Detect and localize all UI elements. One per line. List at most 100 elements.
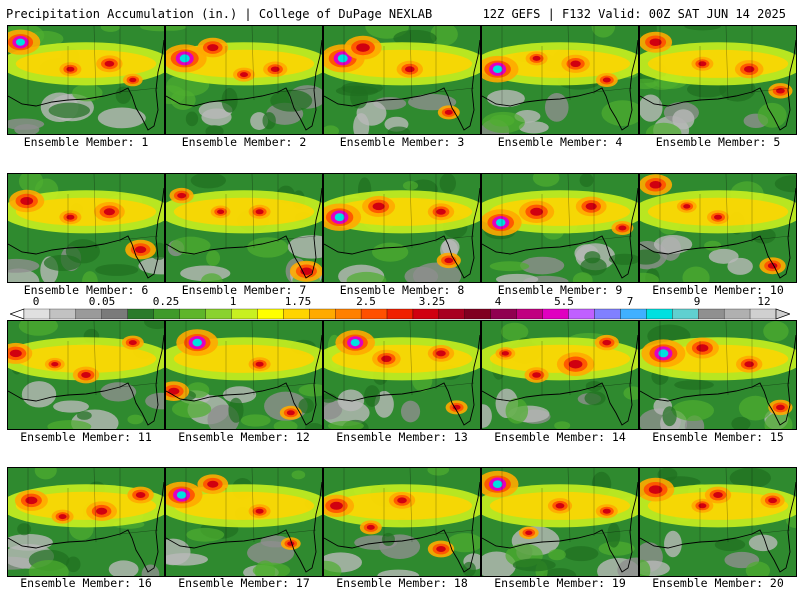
colorbar bbox=[10, 308, 790, 320]
colorbar-segment bbox=[698, 308, 725, 320]
colorbar-segment bbox=[620, 308, 647, 320]
ensemble-member-label: Ensemble Member: 10 bbox=[652, 283, 784, 297]
colorbar-segment bbox=[749, 308, 777, 320]
colorbar-segment bbox=[309, 308, 336, 320]
colorbar-segment bbox=[153, 308, 180, 320]
ensemble-member-label: Ensemble Member: 12 bbox=[178, 430, 310, 444]
precip-map bbox=[324, 26, 480, 134]
ensemble-panel-20 bbox=[639, 467, 797, 577]
precip-map bbox=[482, 321, 638, 429]
ensemble-panel-10 bbox=[639, 173, 797, 283]
ensemble-panel-13 bbox=[323, 320, 481, 430]
ensemble-member-label: Ensemble Member: 20 bbox=[652, 576, 784, 590]
run-info: 12Z GEFS | F132 Valid: 00Z SAT JUN 14 20… bbox=[482, 7, 786, 21]
colorbar-tick-label: 2.5 bbox=[356, 295, 376, 308]
colorbar-segment bbox=[438, 308, 465, 320]
ensemble-member-label: Ensemble Member: 2 bbox=[181, 135, 307, 149]
precip-map bbox=[640, 174, 796, 282]
precip-map bbox=[166, 468, 322, 576]
ensemble-panel-2 bbox=[165, 25, 323, 135]
ensemble-panel-9 bbox=[481, 173, 639, 283]
ensemble-panel-3 bbox=[323, 25, 481, 135]
ensemble-panel-18 bbox=[323, 467, 481, 577]
ensemble-member-label: Ensemble Member: 4 bbox=[497, 135, 623, 149]
colorbar-segment bbox=[568, 308, 595, 320]
precip-map bbox=[640, 321, 796, 429]
ensemble-panel-7 bbox=[165, 173, 323, 283]
ensemble-member-label: Ensemble Member: 7 bbox=[181, 283, 307, 297]
colorbar-segment bbox=[335, 308, 362, 320]
colorbar-segment bbox=[205, 308, 232, 320]
colorbar-segment bbox=[231, 308, 258, 320]
ensemble-panel-1 bbox=[7, 25, 165, 135]
ensemble-member-label: Ensemble Member: 17 bbox=[178, 576, 310, 590]
precip-map bbox=[8, 321, 164, 429]
ensemble-member-label: Ensemble Member: 3 bbox=[339, 135, 465, 149]
precip-map bbox=[640, 26, 796, 134]
colorbar-tick-label: 1.75 bbox=[284, 295, 312, 308]
colorbar-tick-label: 1 bbox=[229, 295, 237, 308]
precip-map bbox=[166, 174, 322, 282]
colorbar-segment bbox=[179, 308, 206, 320]
colorbar-segment bbox=[542, 308, 569, 320]
ensemble-member-label: Ensemble Member: 15 bbox=[652, 430, 784, 444]
colorbar-segment bbox=[23, 308, 51, 320]
ensemble-panel-11 bbox=[7, 320, 165, 430]
ensemble-panel-17 bbox=[165, 467, 323, 577]
colorbar-segment bbox=[360, 308, 388, 320]
ensemble-panel-6 bbox=[7, 173, 165, 283]
ensemble-panel-8 bbox=[323, 173, 481, 283]
ensemble-member-label: Ensemble Member: 18 bbox=[336, 576, 468, 590]
precip-map bbox=[324, 174, 480, 282]
colorbar-segment bbox=[646, 308, 673, 320]
ensemble-panel-14 bbox=[481, 320, 639, 430]
colorbar-labels: 0 0.05 0.25 1 1.75 2.5 3.25 4 5.5 7 9 12 bbox=[0, 295, 800, 309]
colorbar-segment bbox=[490, 308, 517, 320]
precip-map bbox=[324, 321, 480, 429]
colorbar-tick-label: 0.05 bbox=[88, 295, 116, 308]
ensemble-member-label: Ensemble Member: 11 bbox=[20, 430, 152, 444]
colorbar-tick-label: 3.25 bbox=[418, 295, 446, 308]
colorbar-tick-label: 12 bbox=[757, 295, 771, 308]
ensemble-panel-19 bbox=[481, 467, 639, 577]
precip-map bbox=[482, 174, 638, 282]
precip-map bbox=[166, 26, 322, 134]
colorbar-tick-label: 0.25 bbox=[152, 295, 180, 308]
precip-map bbox=[482, 468, 638, 576]
colorbar-segment bbox=[516, 308, 543, 320]
colorbar-segment bbox=[412, 308, 440, 320]
colorbar-tick-label: 7 bbox=[626, 295, 634, 308]
colorbar-segment bbox=[386, 308, 414, 320]
colorbar-tick-label: 5.5 bbox=[554, 295, 574, 308]
ensemble-member-label: Ensemble Member: 1 bbox=[23, 135, 149, 149]
colorbar-segment bbox=[101, 308, 128, 320]
precip-map bbox=[166, 321, 322, 429]
ensemble-panel-12 bbox=[165, 320, 323, 430]
colorbar-right-arrow bbox=[775, 308, 790, 320]
precip-map bbox=[640, 468, 796, 576]
ensemble-panel-15 bbox=[639, 320, 797, 430]
ensemble-panel-16 bbox=[7, 467, 165, 577]
precip-map bbox=[8, 468, 164, 576]
precip-map bbox=[482, 26, 638, 134]
colorbar-segment bbox=[723, 308, 751, 320]
colorbar-segment bbox=[672, 308, 699, 320]
colorbar-segment bbox=[464, 308, 491, 320]
ensemble-member-label: Ensemble Member: 6 bbox=[23, 283, 149, 297]
colorbar-segment bbox=[283, 308, 310, 320]
colorbar-tick-label: 0 bbox=[32, 295, 40, 308]
ensemble-panel-4 bbox=[481, 25, 639, 135]
ensemble-member-label: Ensemble Member: 13 bbox=[336, 430, 468, 444]
colorbar-tick-label: 4 bbox=[494, 295, 502, 308]
ensemble-member-label: Ensemble Member: 8 bbox=[339, 283, 465, 297]
colorbar-tick-label: 9 bbox=[693, 295, 701, 308]
colorbar-segment bbox=[75, 308, 102, 320]
precip-map bbox=[324, 468, 480, 576]
ensemble-member-label: Ensemble Member: 19 bbox=[494, 576, 626, 590]
page-title: Precipitation Accumulation (in.) | Colle… bbox=[6, 7, 433, 21]
colorbar-left-arrow bbox=[10, 308, 25, 320]
precip-map bbox=[8, 174, 164, 282]
colorbar-segment bbox=[257, 308, 284, 320]
ensemble-member-label: Ensemble Member: 14 bbox=[494, 430, 626, 444]
precip-map bbox=[8, 26, 164, 134]
